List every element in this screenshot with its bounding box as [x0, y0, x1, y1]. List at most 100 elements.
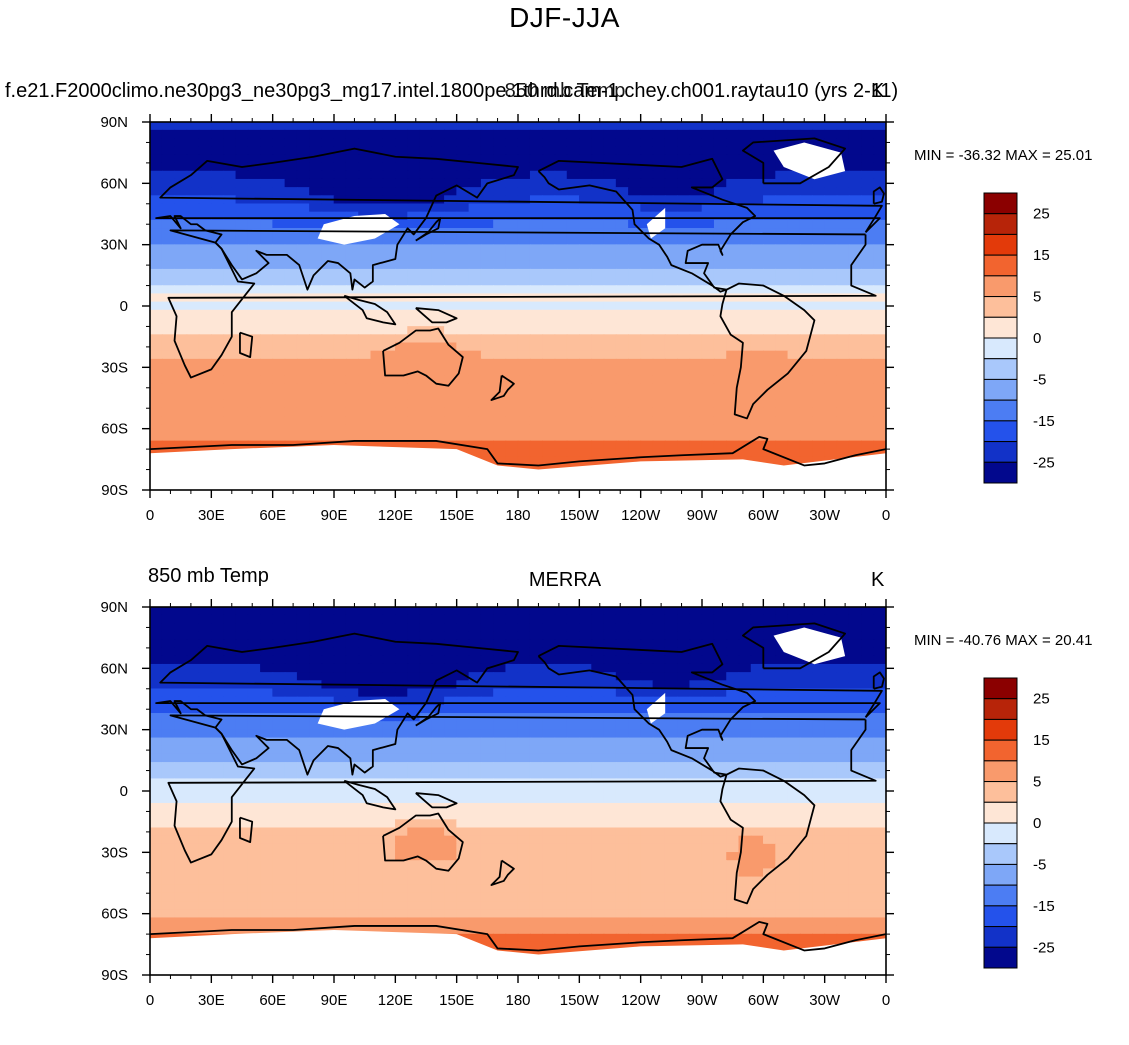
field-cell	[653, 639, 666, 648]
field-cell	[260, 713, 273, 722]
field-cell	[616, 787, 629, 796]
field-cell	[174, 187, 187, 196]
field-cell	[407, 721, 420, 730]
field-cell	[555, 375, 568, 384]
field-cell	[493, 795, 506, 804]
field-cell	[162, 277, 175, 286]
field-cell	[309, 359, 322, 368]
field-cell	[579, 244, 592, 253]
field-cell	[358, 688, 371, 697]
field-cell	[236, 688, 249, 697]
field-cell	[591, 754, 604, 763]
field-cell	[518, 375, 531, 384]
field-cell	[481, 803, 494, 812]
field-cell	[150, 212, 163, 221]
field-cell	[530, 664, 543, 673]
field-cell	[628, 277, 641, 286]
field-cell	[555, 163, 568, 172]
field-cell	[542, 787, 555, 796]
field-cell	[653, 359, 666, 368]
field-cell	[665, 122, 678, 131]
field-cell	[751, 705, 764, 714]
field-cell	[518, 729, 531, 738]
field-cell	[187, 253, 200, 262]
field-cell	[726, 664, 739, 673]
field-cell	[640, 154, 653, 163]
field-cell	[309, 607, 322, 616]
field-cell	[763, 277, 776, 286]
field-cell	[640, 310, 653, 319]
field-cell	[861, 656, 874, 665]
field-cell	[444, 746, 457, 755]
field-cell	[726, 138, 739, 147]
field-cell	[371, 648, 384, 657]
field-cell	[297, 607, 310, 616]
field-cell	[640, 293, 653, 302]
field-cell	[162, 269, 175, 278]
field-cell	[358, 746, 371, 755]
field-cell	[260, 705, 273, 714]
field-cell	[420, 762, 433, 771]
field-cell	[444, 236, 457, 245]
field-cell	[444, 424, 457, 433]
field-cell	[162, 253, 175, 262]
field-cell	[873, 400, 886, 409]
field-cell	[236, 195, 249, 204]
field-cell	[640, 754, 653, 763]
field-cell	[174, 375, 187, 384]
field-cell	[248, 828, 261, 837]
field-cell	[677, 236, 690, 245]
field-cell	[371, 828, 384, 837]
temperature-shading	[150, 607, 887, 976]
field-cell	[567, 326, 580, 335]
field-cell	[640, 392, 653, 401]
field-cell	[285, 416, 298, 425]
field-cell	[591, 656, 604, 665]
field-cell	[542, 302, 555, 311]
field-cell	[493, 261, 506, 270]
field-cell	[346, 819, 359, 828]
field-cell	[702, 302, 715, 311]
field-cell	[383, 122, 396, 131]
field-cell	[640, 828, 653, 837]
field-cell	[714, 844, 727, 853]
field-cell	[334, 852, 347, 861]
field-cell	[297, 721, 310, 730]
field-cell	[223, 171, 236, 180]
field-cell	[150, 293, 163, 302]
field-cell	[567, 762, 580, 771]
field-cell	[505, 326, 518, 335]
field-cell	[297, 623, 310, 632]
field-cell	[309, 672, 322, 681]
field-cell	[248, 367, 261, 376]
field-cell	[812, 285, 825, 294]
field-cell	[321, 269, 334, 278]
field-cell	[248, 860, 261, 869]
field-cell	[505, 367, 518, 376]
field-cell	[542, 795, 555, 804]
field-cell	[444, 122, 457, 131]
field-cell	[800, 746, 813, 755]
field-cell	[616, 828, 629, 837]
field-cell	[616, 424, 629, 433]
field-cell	[481, 138, 494, 147]
field-cell	[297, 416, 310, 425]
field-cell	[604, 318, 617, 327]
field-cell	[824, 228, 837, 237]
field-cell	[358, 424, 371, 433]
field-cell	[223, 154, 236, 163]
field-cell	[297, 310, 310, 319]
field-cell	[689, 302, 702, 311]
field-cell	[248, 746, 261, 755]
field-cell	[211, 754, 224, 763]
field-cell	[321, 607, 334, 616]
field-cell	[493, 828, 506, 837]
field-cell	[174, 738, 187, 747]
field-cell	[542, 844, 555, 853]
field-cell	[383, 770, 396, 779]
field-cell	[702, 416, 715, 425]
field-cell	[469, 122, 482, 131]
field-cell	[591, 648, 604, 657]
field-cell	[861, 828, 874, 837]
field-cell	[800, 236, 813, 245]
